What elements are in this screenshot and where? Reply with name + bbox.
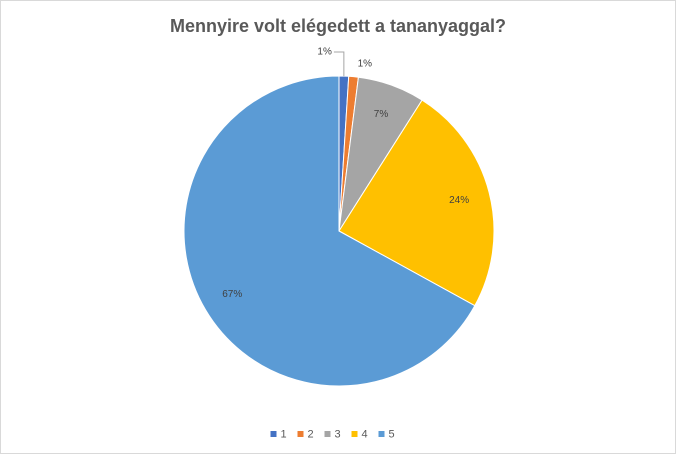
legend-swatch [378, 431, 385, 437]
data-label: 67% [222, 289, 242, 300]
legend-label: 5 [389, 428, 395, 440]
data-label: 24% [449, 195, 469, 206]
legend-label: 2 [308, 428, 314, 440]
legend-swatch [270, 431, 277, 437]
legend-label: 1 [281, 428, 287, 440]
legend-swatch [297, 431, 304, 437]
legend: 1 2 3 4 5 [270, 428, 395, 440]
data-label: 7% [374, 109, 389, 120]
pie-slice [338, 99, 495, 307]
pie: 1% 1% 7% 24% 67% [183, 47, 495, 387]
data-label: 1% [358, 59, 373, 70]
leader-line [333, 51, 345, 77]
chart-title: Mennyire volt elégedett a tananyaggal? [170, 16, 506, 36]
legend-label: 4 [362, 428, 368, 440]
legend-label: 3 [335, 428, 341, 440]
legend-swatch [324, 431, 331, 437]
pie-slice [183, 75, 476, 387]
data-label: 1% [317, 47, 332, 58]
legend-swatch [351, 431, 358, 437]
